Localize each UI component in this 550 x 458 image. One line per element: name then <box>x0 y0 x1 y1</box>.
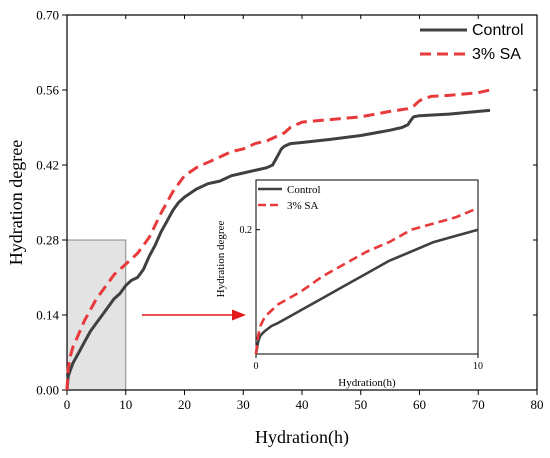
series-line-control <box>65 108 491 391</box>
y-axis-title: Hydration degree <box>6 140 26 265</box>
x-tick-label: 50 <box>354 397 367 412</box>
inset-series-line-control <box>254 228 479 355</box>
y-tick-label: 0.42 <box>36 158 59 173</box>
x-tick-label: 80 <box>531 397 544 412</box>
inset-y-axis-title: Hydration degree <box>215 221 227 298</box>
inset-series-line-sa <box>254 206 479 355</box>
y-tick-label: 0.28 <box>36 233 59 248</box>
legend-label: Control <box>472 22 524 39</box>
y-tick-label: 0.14 <box>36 308 59 323</box>
x-tick-label: 30 <box>237 397 250 412</box>
x-tick-label: 60 <box>413 397 426 412</box>
series-line-sa <box>65 88 491 391</box>
inset-frame <box>255 179 479 355</box>
legend-label: 3% SA <box>472 46 521 63</box>
zoom-arrow-head <box>232 309 246 321</box>
x-tick-label: 70 <box>472 397 485 412</box>
zoom-region-box <box>66 239 127 391</box>
y-tick-label: 0.00 <box>36 383 59 398</box>
inset-y-tick-label: 0.2 <box>240 225 253 236</box>
x-axis-title: Hydration(h) <box>255 427 349 448</box>
inset-x-tick-label: 0 <box>254 361 259 372</box>
x-tick-label: 40 <box>296 397 309 412</box>
x-tick-label: 20 <box>178 397 191 412</box>
inset-x-axis-title: Hydration(h) <box>338 377 396 389</box>
y-tick-label: 0.56 <box>36 83 59 98</box>
inset-x-tick-label: 10 <box>473 361 483 372</box>
y-tick-label: 0.70 <box>36 8 59 23</box>
x-tick-label: 10 <box>119 397 132 412</box>
inset-legend-label: 3% SA <box>287 200 319 212</box>
inset-legend-label: Control <box>287 184 321 196</box>
x-tick-label: 0 <box>64 397 71 412</box>
